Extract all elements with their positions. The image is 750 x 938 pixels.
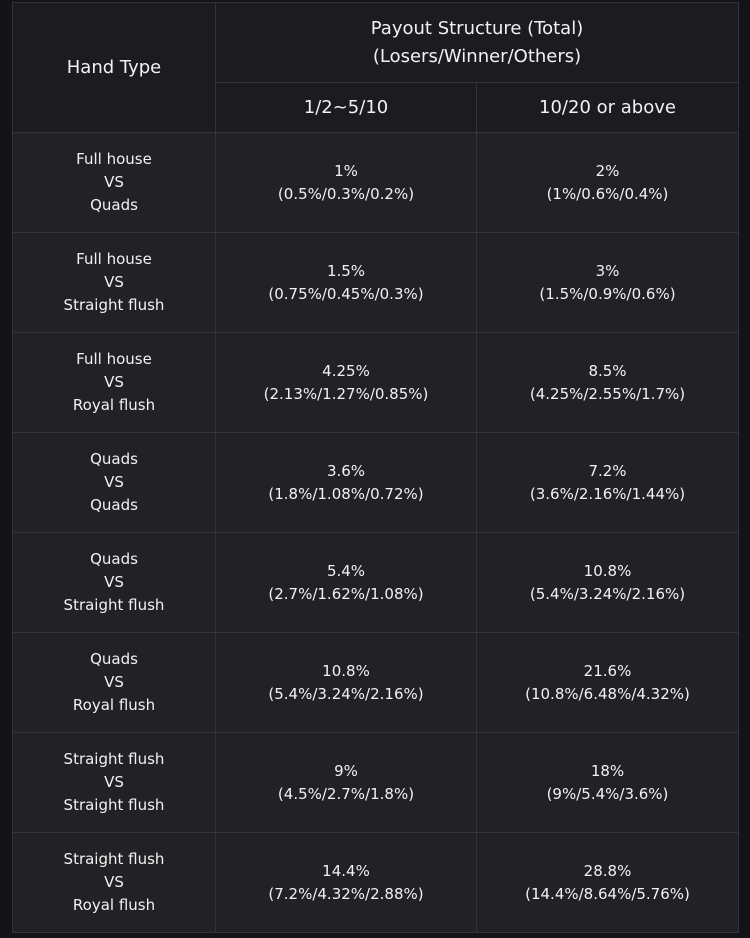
payout-title-line1: Payout Structure (Total) <box>370 17 584 39</box>
payout-title-line2: (Losers/Winner/Others) <box>372 45 582 67</box>
payout-total: 3.6% <box>326 461 366 480</box>
payout-high-cell: 3% (1.5%/0.9%/0.6%) <box>476 232 739 333</box>
table-row: Full house VS Royal flush 4.25% (2.13%/1.27%… <box>12 332 739 433</box>
hand-type-cell: Straight flush VS Royal flush <box>12 832 216 933</box>
payout-split: (2.7%/1.62%/1.08%) <box>268 584 424 603</box>
table-row: Straight flush VS Straight flush 9% (4.5%/2.… <box>12 732 739 833</box>
table-body: Full house VS Quads 1% (0.5%/0.3%/0.2%) 2% (1%… <box>12 132 739 933</box>
hand-first: Straight flush <box>63 750 165 768</box>
hand-second: Royal flush <box>72 896 156 914</box>
hand-type-cell: Quads VS Quads <box>12 432 216 533</box>
header-stakes-high: 10/20 or above <box>476 82 739 133</box>
table-row: Quads VS Quads 3.6% (1.8%/1.08%/0.72%) 7.2% (3… <box>12 432 739 533</box>
table-row: Straight flush VS Royal flush 14.4% (7.2%/4.… <box>12 832 739 933</box>
payout-split: (5.4%/3.24%/2.16%) <box>529 584 686 603</box>
payout-total: 18% <box>590 761 625 780</box>
payout-low-cell: 9% (4.5%/2.7%/1.8%) <box>215 732 477 833</box>
payout-split: (0.5%/0.3%/0.2%) <box>277 184 415 203</box>
table-row: Quads VS Straight flush 5.4% (2.7%/1.62%/1.0… <box>12 532 739 633</box>
payout-total: 9% <box>334 761 358 780</box>
hand-first: Straight flush <box>63 850 165 868</box>
table-header: Hand Type Payout Structure (Total) (Lose… <box>12 2 739 133</box>
hand-second: Quads <box>90 196 138 214</box>
payout-total: 8.5% <box>588 361 627 380</box>
payout-split: (7.2%/4.32%/2.88%) <box>268 884 424 903</box>
hand-second: Royal flush <box>72 396 156 414</box>
payout-high-cell: 28.8% (14.4%/8.64%/5.76%) <box>476 832 739 933</box>
hand-type-cell: Straight flush VS Straight flush <box>12 732 216 833</box>
payout-split: (14.4%/8.64%/5.76%) <box>525 884 690 903</box>
payout-total: 28.8% <box>583 861 632 880</box>
payout-total: 2% <box>595 161 620 180</box>
payout-high-cell: 2% (1%/0.6%/0.4%) <box>476 132 739 233</box>
payout-high-cell: 21.6% (10.8%/6.48%/4.32%) <box>476 632 739 733</box>
payout-total: 21.6% <box>583 661 632 680</box>
payout-low-cell: 1.5% (0.75%/0.45%/0.3%) <box>215 232 477 333</box>
payout-split: (1%/0.6%/0.4%) <box>546 184 669 203</box>
payout-split: (2.13%/1.27%/0.85%) <box>263 384 429 403</box>
hand-type-cell: Full house VS Straight flush <box>12 232 216 333</box>
payout-high-cell: 8.5% (4.25%/2.55%/1.7%) <box>476 332 739 433</box>
payout-low-cell: 5.4% (2.7%/1.62%/1.08%) <box>215 532 477 633</box>
payout-total: 1% <box>334 161 358 180</box>
payout-low-cell: 4.25% (2.13%/1.27%/0.85%) <box>215 332 477 433</box>
payout-total: 10.8% <box>322 661 370 680</box>
hand-type-cell: Full house VS Royal flush <box>12 332 216 433</box>
table-row: Full house VS Quads 1% (0.5%/0.3%/0.2%) 2% (1%… <box>12 132 739 233</box>
payout-total: 3% <box>595 261 620 280</box>
payout-low-cell: 3.6% (1.8%/1.08%/0.72%) <box>215 432 477 533</box>
vs-label: VS <box>104 373 124 391</box>
hand-first: Full house <box>76 250 152 268</box>
payout-high-cell: 7.2% (3.6%/2.16%/1.44%) <box>476 432 739 533</box>
payout-split: (4.25%/2.55%/1.7%) <box>529 384 686 403</box>
payout-table: Hand Type Payout Structure (Total) (Lose… <box>12 2 739 933</box>
vs-label: VS <box>104 873 124 891</box>
payout-total: 14.4% <box>322 861 370 880</box>
payout-total: 7.2% <box>588 461 627 480</box>
hand-type-cell: Quads VS Straight flush <box>12 532 216 633</box>
payout-total: 10.8% <box>583 561 632 580</box>
payout-split: (0.75%/0.45%/0.3%) <box>268 284 424 303</box>
hand-second: Straight flush <box>63 796 165 814</box>
payout-split: (4.5%/2.7%/1.8%) <box>277 784 415 803</box>
vs-label: VS <box>104 673 124 691</box>
hand-first: Quads <box>90 450 138 468</box>
header-hand-type: Hand Type <box>12 2 216 133</box>
payout-split: (10.8%/6.48%/4.32%) <box>525 684 690 703</box>
hand-first: Full house <box>76 350 152 368</box>
payout-high-cell: 18% (9%/5.4%/3.6%) <box>476 732 739 833</box>
vs-label: VS <box>104 573 124 591</box>
payout-split: (9%/5.4%/3.6%) <box>546 784 669 803</box>
hand-second: Royal flush <box>72 696 156 714</box>
hand-first: Quads <box>90 550 138 568</box>
payout-low-cell: 14.4% (7.2%/4.32%/2.88%) <box>215 832 477 933</box>
hand-type-cell: Quads VS Royal flush <box>12 632 216 733</box>
hand-second: Quads <box>90 496 138 514</box>
vs-label: VS <box>104 273 124 291</box>
header-payout-structure: Payout Structure (Total) (Losers/Winner/… <box>215 2 739 83</box>
hand-type-cell: Full house VS Quads <box>12 132 216 233</box>
payout-total: 1.5% <box>326 261 366 280</box>
hand-first: Full house <box>76 150 152 168</box>
payout-total: 5.4% <box>326 561 366 580</box>
payout-total: 4.25% <box>322 361 370 380</box>
payout-split: (3.6%/2.16%/1.44%) <box>529 484 686 503</box>
hand-first: Quads <box>90 650 138 668</box>
payout-table-container: Hand Type Payout Structure (Total) (Lose… <box>12 2 739 936</box>
vs-label: VS <box>104 173 124 191</box>
payout-low-cell: 1% (0.5%/0.3%/0.2%) <box>215 132 477 233</box>
table-row: Quads VS Royal flush 10.8% (5.4%/3.24%/2.16%… <box>12 632 739 733</box>
table-row: Full house VS Straight flush 1.5% (0.75%/0.4… <box>12 232 739 333</box>
header-stakes-low: 1/2~5/10 <box>215 82 477 133</box>
vs-label: VS <box>104 773 124 791</box>
payout-low-cell: 10.8% (5.4%/3.24%/2.16%) <box>215 632 477 733</box>
hand-second: Straight flush <box>63 596 165 614</box>
payout-split: (5.4%/3.24%/2.16%) <box>268 684 424 703</box>
hand-second: Straight flush <box>63 296 165 314</box>
payout-split: (1.5%/0.9%/0.6%) <box>539 284 676 303</box>
vs-label: VS <box>104 473 124 491</box>
payout-high-cell: 10.8% (5.4%/3.24%/2.16%) <box>476 532 739 633</box>
payout-split: (1.8%/1.08%/0.72%) <box>268 484 424 503</box>
